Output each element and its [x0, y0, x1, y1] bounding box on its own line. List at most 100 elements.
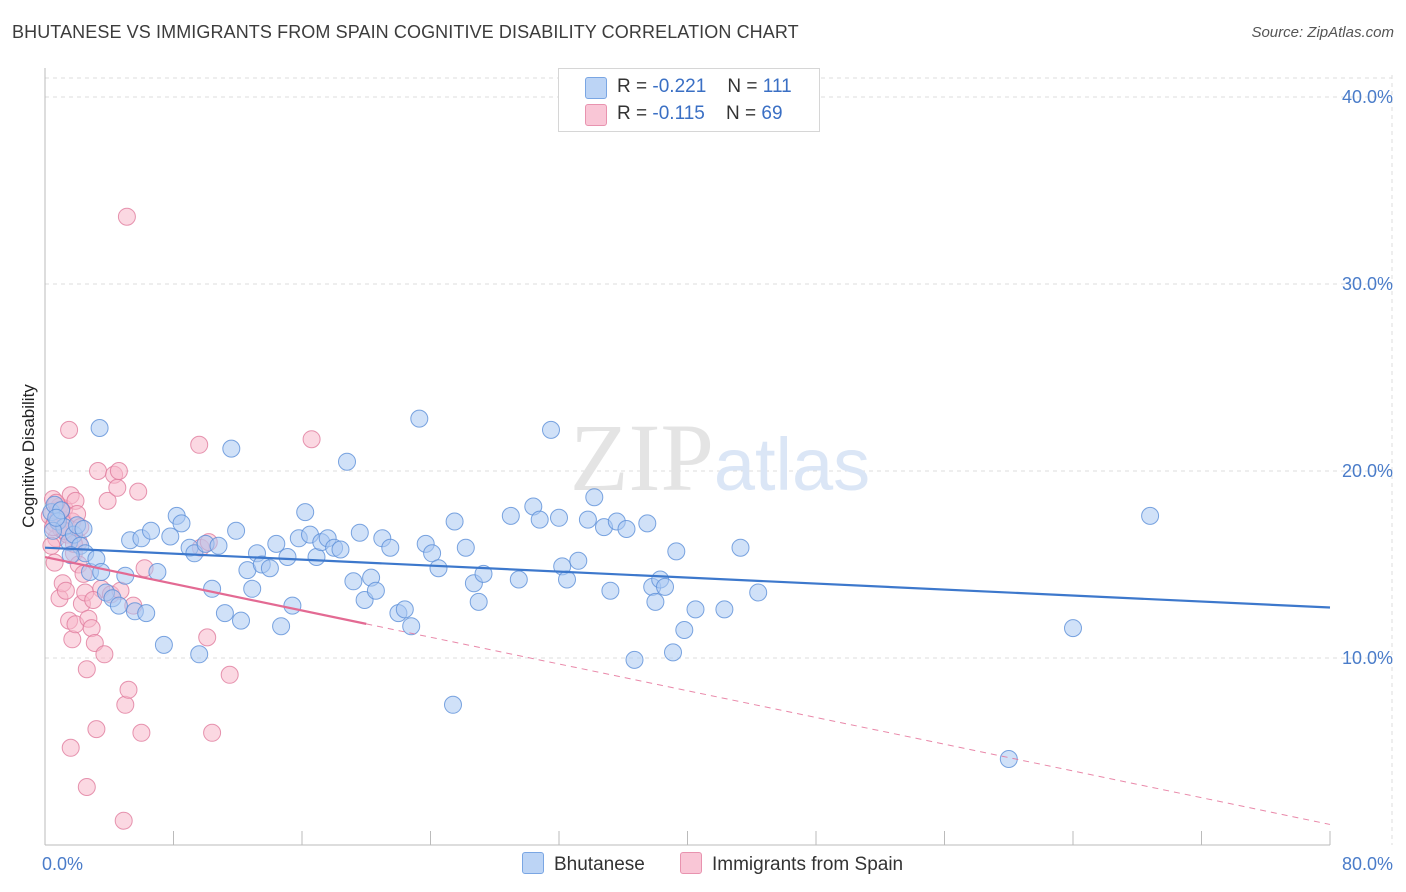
grid-lines [45, 75, 1393, 845]
spain-point [116, 695, 135, 714]
bhutanese-point [509, 570, 528, 589]
legend-n-value: 69 [761, 103, 783, 124]
legend-r-value: -0.115 [652, 103, 705, 124]
legend-n-label: N = [725, 103, 757, 124]
bhutanese-point [190, 645, 209, 664]
legend-text: R = -0.221 N = 111 [617, 76, 792, 98]
spain-point [61, 738, 80, 757]
bhutanese-point [501, 506, 520, 525]
bhutanese-point [530, 510, 549, 529]
bhutanese-point [558, 570, 576, 589]
spain-point [117, 207, 136, 226]
bhutanese-point [469, 592, 488, 611]
bhutanese-point [578, 510, 597, 529]
bhutanese-point [445, 512, 464, 531]
bhutanese-point [331, 540, 350, 559]
legend-n-value: 111 [762, 76, 792, 97]
bhutanese-point [47, 508, 66, 527]
bhutanese-point [675, 621, 694, 639]
y-axis-title: Cognitive Disability [19, 384, 38, 528]
correlation-legend: R = -0.221 N = 111 R = -0.115 N = 69 [558, 68, 820, 132]
legend-r-value: -0.221 [652, 76, 707, 97]
spain-point [45, 553, 64, 572]
legend-r-label: R = [617, 103, 648, 124]
bhutanese-point [267, 534, 286, 553]
bhutanese-point [90, 419, 109, 437]
bhutanese-point [569, 551, 588, 570]
spain-point [132, 723, 151, 742]
bhutanese-point [222, 439, 241, 458]
bhutanese-point [550, 508, 568, 527]
spain-trend-line-dashed [366, 623, 1331, 825]
spain-point [220, 665, 239, 684]
spain-point [60, 420, 79, 439]
bhutanese-point [350, 523, 369, 542]
bhutanese-point [656, 577, 674, 596]
legend-r-label: R = [617, 76, 648, 97]
spain-point [129, 482, 148, 501]
bottom-legend-swatch-pink [680, 852, 702, 874]
axis-labels: 10.0% 20.0% 30.0% 40.0% 0.0% 80.0% Cognitive D… [19, 87, 1393, 874]
legend-n-label: N = [727, 76, 758, 97]
bhutanese-point [137, 604, 156, 623]
bhutanese-point [667, 542, 686, 561]
bhutanese-point [444, 695, 462, 714]
spain-point [190, 435, 209, 454]
bhutanese-point [74, 520, 93, 538]
watermark-atlas: atlas [714, 423, 870, 506]
bhutanese-points [42, 409, 1160, 768]
spain-point [302, 430, 321, 449]
bhutanese-point [410, 409, 429, 428]
spain-point [82, 619, 101, 638]
bhutanese-point [585, 488, 604, 507]
spain-point [108, 478, 127, 497]
bhutanese-point [61, 546, 80, 565]
bhutanese-point [601, 581, 620, 600]
bhutanese-point [1064, 619, 1082, 638]
bhutanese-point [366, 581, 385, 600]
spain-point [98, 491, 117, 510]
bhutanese-point [625, 650, 644, 669]
bhutanese-trend-line [44, 546, 1331, 609]
legend-text: R = -0.115 N = 69 [617, 103, 783, 125]
spain-point [119, 680, 138, 699]
bhutanese-point [381, 538, 400, 557]
legend-swatch-blue [585, 77, 607, 99]
bhutanese-point [423, 544, 442, 563]
spain-point [42, 536, 61, 555]
bhutanese-point [307, 548, 326, 566]
bhutanese-point [154, 635, 173, 654]
bhutanese-point [243, 579, 262, 598]
bhutanese-point [638, 514, 657, 533]
bhutanese-point [172, 514, 191, 533]
bottom-legend-label: Bhutanese [554, 854, 645, 875]
spain-trend-line-solid [44, 555, 367, 625]
bhutanese-point [664, 643, 682, 662]
spain-point [77, 660, 96, 679]
watermark: ZIPatlas [570, 404, 870, 511]
bhutanese-point [402, 617, 421, 636]
bhutanese-point [338, 452, 356, 471]
bhutanese-point [749, 583, 768, 602]
bottom-legend-bhutanese: Bhutanese [522, 852, 645, 876]
bhutanese-point [148, 563, 167, 581]
bottom-legend-swatch-blue [522, 852, 544, 874]
bhutanese-point [232, 611, 250, 630]
bhutanese-point [474, 564, 493, 583]
bhutanese-point [227, 521, 246, 540]
bhutanese-point [260, 559, 279, 578]
spain-point [63, 630, 82, 649]
bhutanese-point [395, 600, 414, 619]
bhutanese-point [542, 420, 560, 439]
bhutanese-point [283, 596, 302, 615]
spain-point [77, 778, 96, 796]
bhutanese-point [278, 548, 297, 566]
chart-title: BHUTANESE VS IMMIGRANTS FROM SPAIN COGNI… [12, 22, 799, 42]
bhutanese-point [272, 617, 291, 636]
spain-point [95, 645, 114, 664]
bhutanese-point [209, 536, 228, 555]
spain-point [87, 720, 106, 739]
bhutanese-point [617, 520, 636, 538]
bhutanese-point [1141, 506, 1160, 525]
